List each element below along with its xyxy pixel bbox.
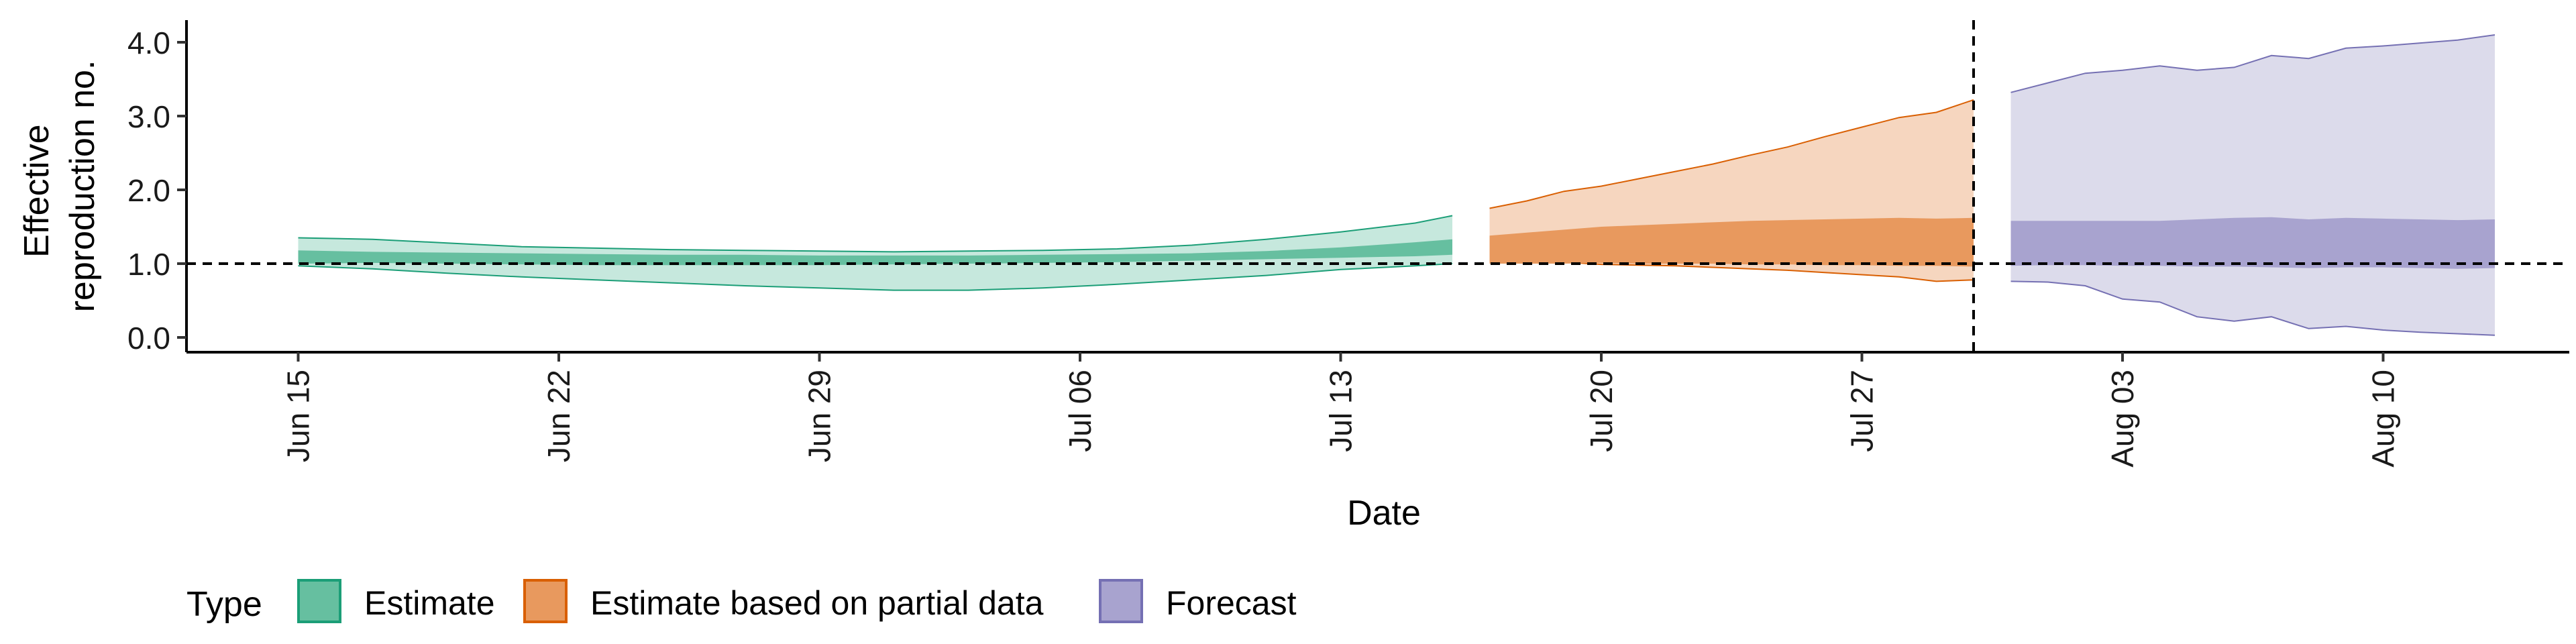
x-tick-label: Jun 29 <box>802 370 837 462</box>
axes: 0.0 1.0 2.0 3.0 4.0 Jun 15 Jun 22 Jun 29 Jul 06 J… <box>127 20 2569 468</box>
x-tick-label: Jul 06 <box>1063 370 1097 452</box>
legend-key-1 <box>297 579 341 623</box>
legend-label-3: Forecast <box>1166 584 1297 622</box>
x-axis-label: Date <box>1347 494 1421 533</box>
y-axis-label: Effective reproduction no. <box>17 60 102 313</box>
series-3-upper-edge <box>2010 34 2496 93</box>
series-1-upper-edge <box>298 215 1453 253</box>
series-bands <box>298 34 2496 336</box>
legend: Type Estimate Estimate based on partial d… <box>186 579 1297 624</box>
series-2-upper-edge <box>1489 99 1974 209</box>
series-1-outer-band <box>298 215 1452 290</box>
x-tick-label: Jul 13 <box>1324 370 1358 452</box>
y-tick-label: 3.0 <box>127 99 170 134</box>
y-tick-label: 1.0 <box>127 247 170 282</box>
series-2-inner-band <box>1489 217 1974 267</box>
series-1-lower-edge <box>298 263 1453 291</box>
legend-title: Type <box>186 585 262 624</box>
y-tick-label: 4.0 <box>127 25 170 60</box>
series-3-inner-band <box>2010 217 2495 269</box>
y-axis-label-line-1: Effective <box>17 124 56 257</box>
x-tick-label: Aug 03 <box>2105 370 2140 468</box>
legend-label-2: Estimate based on partial data <box>590 584 1044 622</box>
series-3-lower-edge <box>2010 280 2496 336</box>
legend-label-1: Estimate <box>364 584 495 622</box>
y-tick-label: 2.0 <box>127 173 170 208</box>
x-tick-label: Jul 27 <box>1845 370 1880 452</box>
x-tick-label: Jul 20 <box>1584 370 1619 452</box>
x-tick-label: Aug 10 <box>2366 370 2401 468</box>
y-tick-label: 0.0 <box>127 321 170 356</box>
legend-key-3 <box>1099 579 1143 623</box>
x-tick-label: Jun 15 <box>281 370 316 462</box>
y-axis-label-line-2: reproduction no. <box>63 60 102 313</box>
series-1-inner-band <box>298 239 1452 266</box>
legend-key-2 <box>523 579 568 623</box>
x-tick-label: Jun 22 <box>541 370 576 462</box>
reference-lines <box>186 20 2569 352</box>
